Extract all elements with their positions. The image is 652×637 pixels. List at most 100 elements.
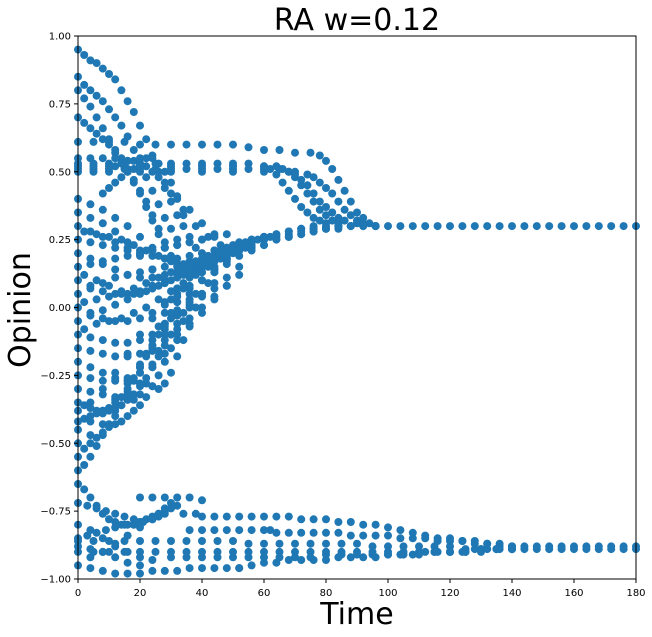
data-point bbox=[111, 352, 120, 361]
data-point bbox=[154, 281, 163, 290]
data-point bbox=[198, 235, 206, 244]
data-point bbox=[260, 539, 268, 548]
data-point bbox=[179, 270, 188, 279]
data-point bbox=[80, 414, 89, 423]
data-point bbox=[111, 317, 120, 326]
data-point bbox=[247, 526, 256, 535]
data-point bbox=[371, 222, 380, 231]
data-point bbox=[179, 308, 188, 317]
data-point bbox=[111, 553, 120, 562]
data-point bbox=[167, 308, 175, 317]
data-point bbox=[136, 537, 144, 545]
data-point bbox=[260, 146, 268, 154]
data-point bbox=[179, 222, 188, 231]
data-point bbox=[105, 105, 113, 114]
data-point bbox=[173, 319, 182, 328]
data-point bbox=[291, 553, 299, 562]
data-point bbox=[98, 368, 107, 377]
data-point bbox=[98, 428, 107, 437]
data-point bbox=[136, 401, 144, 410]
data-point bbox=[160, 308, 169, 317]
data-point bbox=[322, 224, 330, 233]
data-point bbox=[111, 338, 120, 347]
data-point bbox=[346, 531, 355, 540]
data-point bbox=[86, 404, 95, 412]
data-point bbox=[148, 308, 157, 317]
data-point bbox=[477, 547, 485, 556]
data-point bbox=[123, 412, 132, 421]
x-tick-label: 160 bbox=[564, 588, 583, 599]
data-point bbox=[328, 165, 337, 173]
data-point bbox=[123, 569, 132, 578]
data-point bbox=[123, 338, 132, 347]
data-point bbox=[185, 322, 194, 331]
data-point bbox=[92, 276, 101, 285]
data-point bbox=[458, 547, 467, 556]
x-tick-label: 120 bbox=[440, 588, 459, 599]
data-point bbox=[371, 531, 380, 540]
data-point bbox=[142, 393, 151, 402]
data-point bbox=[111, 376, 120, 385]
data-point bbox=[198, 162, 206, 171]
data-point bbox=[185, 238, 194, 247]
data-point bbox=[136, 186, 144, 195]
data-point bbox=[309, 173, 318, 182]
data-point bbox=[148, 246, 157, 255]
data-point bbox=[173, 192, 182, 201]
data-point bbox=[284, 528, 293, 537]
data-point bbox=[142, 352, 151, 361]
data-point bbox=[123, 270, 132, 279]
data-point bbox=[185, 493, 194, 502]
data-point bbox=[129, 284, 138, 293]
y-axis: −1.00 −0.75 −0.50 −0.25 0.00 0.25 0.50 0.75 1.00 bbox=[40, 32, 78, 586]
data-point bbox=[210, 246, 219, 255]
data-point bbox=[322, 184, 330, 192]
data-point bbox=[142, 246, 151, 255]
data-point bbox=[222, 273, 231, 282]
data-point bbox=[557, 222, 566, 231]
data-point bbox=[136, 368, 144, 377]
data-point bbox=[328, 216, 337, 225]
data-point bbox=[123, 251, 132, 260]
data-point bbox=[167, 189, 175, 198]
data-point bbox=[185, 526, 194, 535]
data-point bbox=[315, 197, 324, 206]
data-point bbox=[167, 499, 175, 507]
data-point bbox=[167, 537, 175, 545]
data-point bbox=[98, 257, 107, 266]
data-point bbox=[185, 298, 194, 307]
data-point bbox=[86, 254, 95, 263]
data-point bbox=[98, 349, 107, 358]
data-point bbox=[216, 246, 225, 255]
data-point bbox=[86, 284, 95, 293]
data-point bbox=[89, 167, 98, 176]
data-point bbox=[315, 178, 324, 187]
data-point bbox=[86, 346, 95, 355]
data-point bbox=[306, 539, 315, 548]
data-point bbox=[173, 235, 182, 244]
x-tick-label: 60 bbox=[258, 588, 271, 599]
data-point bbox=[384, 542, 392, 551]
data-point bbox=[148, 515, 157, 524]
x-tick-label: 100 bbox=[378, 588, 397, 599]
data-point bbox=[111, 243, 120, 252]
data-point bbox=[167, 287, 175, 296]
data-point bbox=[129, 146, 138, 154]
data-point bbox=[160, 300, 169, 309]
data-point bbox=[111, 289, 120, 298]
data-point bbox=[322, 211, 330, 220]
data-point bbox=[266, 232, 275, 241]
y-tick-label: 0.25 bbox=[49, 235, 71, 246]
data-point bbox=[160, 330, 169, 339]
data-point bbox=[154, 330, 163, 339]
data-point bbox=[83, 531, 92, 540]
data-point bbox=[111, 178, 120, 187]
data-point bbox=[334, 175, 343, 184]
data-point bbox=[129, 390, 138, 399]
data-point bbox=[154, 200, 163, 209]
x-tick-label: 140 bbox=[502, 588, 521, 599]
data-point bbox=[89, 537, 98, 545]
data-point bbox=[458, 537, 467, 545]
data-point bbox=[160, 349, 169, 358]
data-point bbox=[92, 295, 101, 304]
